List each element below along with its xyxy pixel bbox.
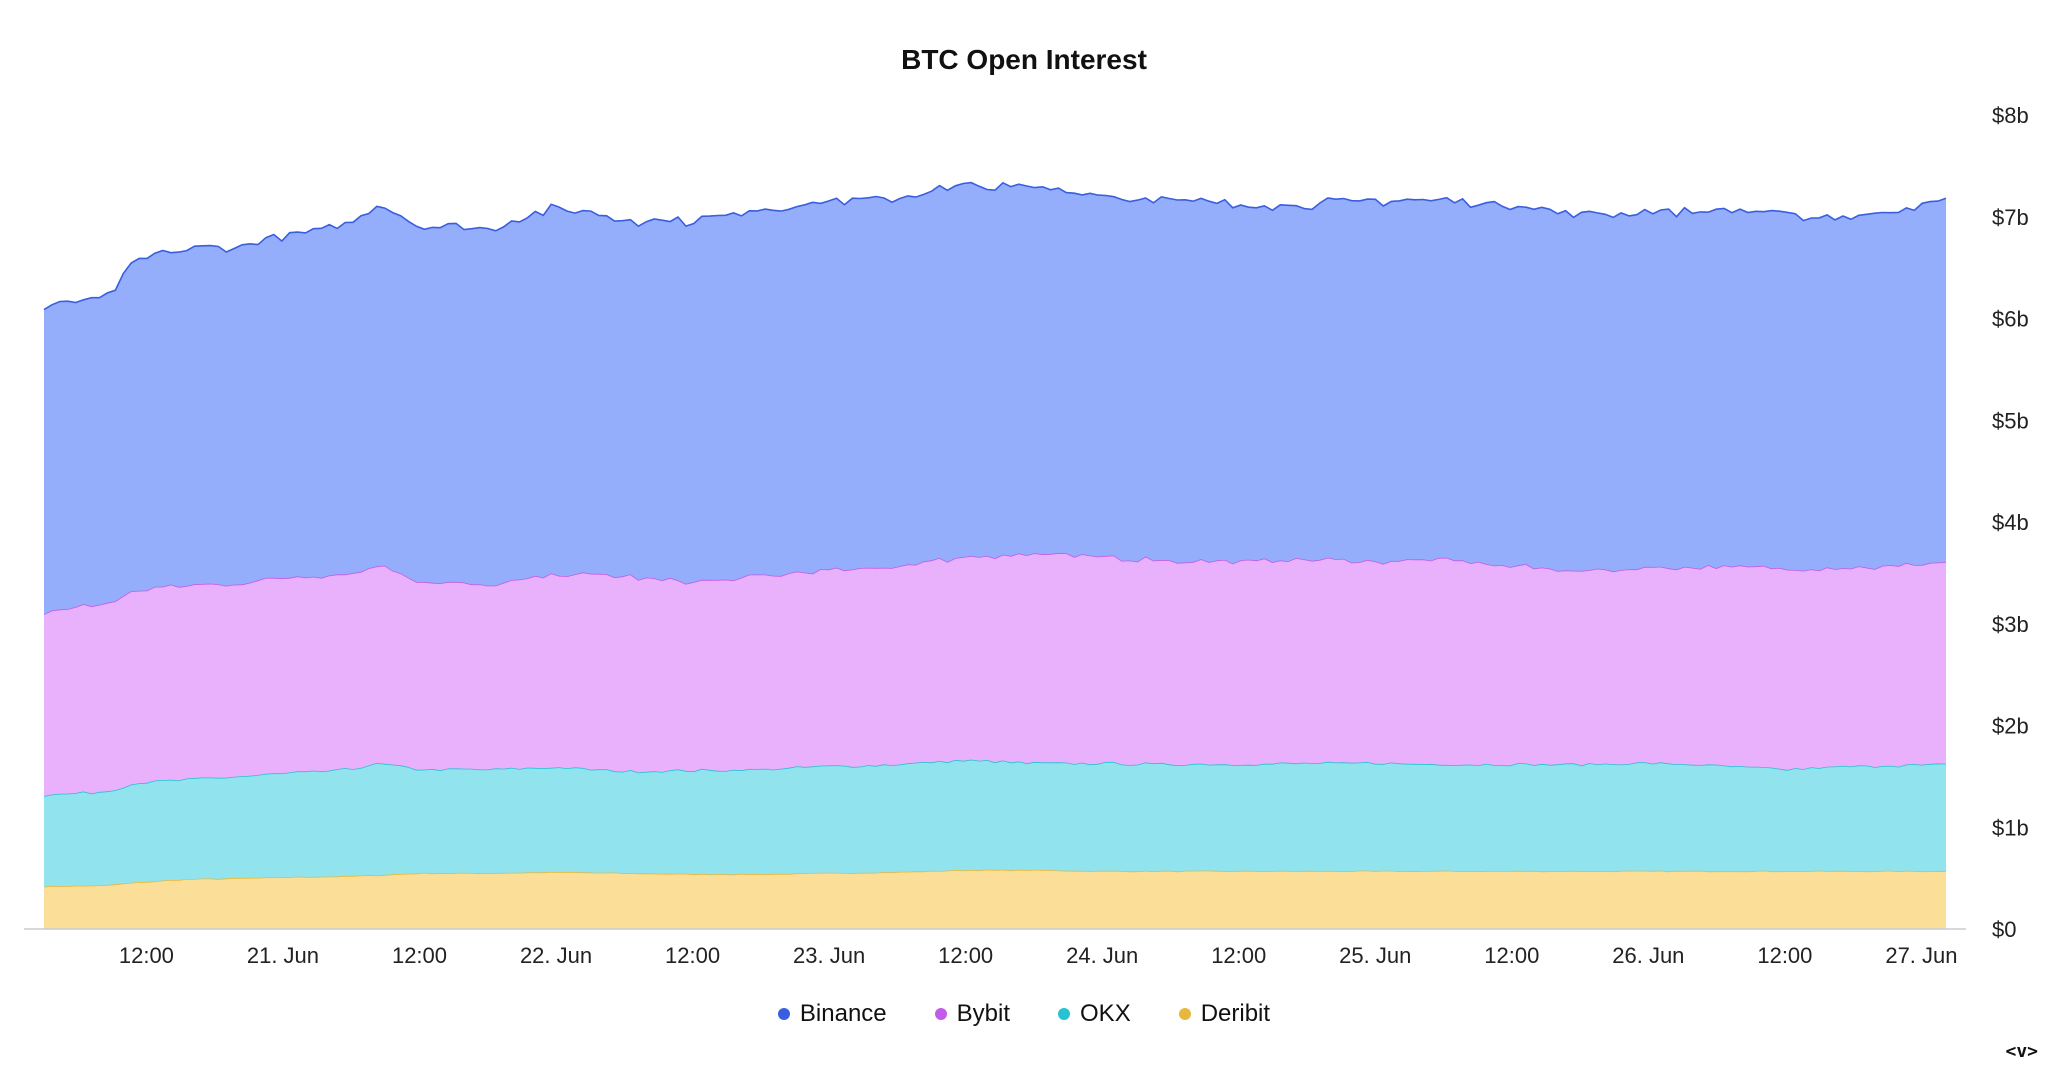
- x-tick-label: 12:00: [1757, 943, 1812, 968]
- x-tick-label: 21. Jun: [247, 943, 319, 968]
- legend-label-deribit: Deribit: [1200, 1000, 1271, 1027]
- y-tick-label: $3b: [1992, 612, 2029, 637]
- area-bybit[interactable]: [44, 552, 1946, 797]
- y-tick-label: $2b: [1992, 714, 2029, 739]
- legend-item-bybit[interactable]: Bybit: [934, 1000, 1011, 1028]
- legend-dot-bybit: [934, 1008, 947, 1020]
- x-tick-label: 12:00: [119, 943, 174, 968]
- legend-dot-okx: [1058, 1008, 1071, 1020]
- x-tick-label: 12:00: [1211, 943, 1266, 968]
- y-tick-label: $4b: [1992, 510, 2029, 535]
- line-binance: [43, 181, 1947, 311]
- legend-label-okx: OKX: [1080, 1000, 1131, 1027]
- y-tick-label: $1b: [1992, 815, 2029, 840]
- legend-label-bybit: Bybit: [956, 1000, 1011, 1027]
- chart-nav-control[interactable]: <v>: [2005, 1041, 2038, 1062]
- x-tick-label: 12:00: [938, 943, 993, 968]
- y-tick-label: $0: [1992, 917, 2016, 942]
- y-tick-label: $7b: [1992, 205, 2029, 230]
- area-deribit[interactable]: [44, 869, 1946, 929]
- legend-item-okx[interactable]: OKX: [1058, 1000, 1131, 1028]
- x-tick-label: 12:00: [665, 943, 720, 968]
- area-binance[interactable]: [44, 182, 1946, 615]
- x-tick-label: 22. Jun: [520, 943, 592, 968]
- y-tick-label: $6b: [1992, 307, 2029, 332]
- legend-item-binance[interactable]: Binance: [777, 1000, 887, 1028]
- x-tick-label: 23. Jun: [793, 943, 865, 968]
- x-tick-label: 25. Jun: [1339, 943, 1411, 968]
- legend-dot-binance: [777, 1008, 790, 1020]
- x-tick-label: 12:00: [392, 943, 447, 968]
- x-tick-label: 26. Jun: [1612, 943, 1684, 968]
- y-tick-label: $8b: [1992, 103, 2029, 128]
- area-okx[interactable]: [44, 759, 1946, 887]
- x-tick-label: 24. Jun: [1066, 943, 1138, 968]
- legend-label-binance: Binance: [799, 1000, 887, 1027]
- legend-dot-deribit: [1178, 1008, 1191, 1020]
- x-tick-label: 12:00: [1484, 943, 1539, 968]
- x-tick-label: 27. Jun: [1885, 943, 1957, 968]
- chart-title: BTC Open Interest: [901, 44, 1147, 75]
- legend: Binance Bybit OKX Deribit: [0, 1000, 2048, 1028]
- y-tick-label: $5b: [1992, 408, 2029, 433]
- legend-item-deribit[interactable]: Deribit: [1178, 1000, 1271, 1028]
